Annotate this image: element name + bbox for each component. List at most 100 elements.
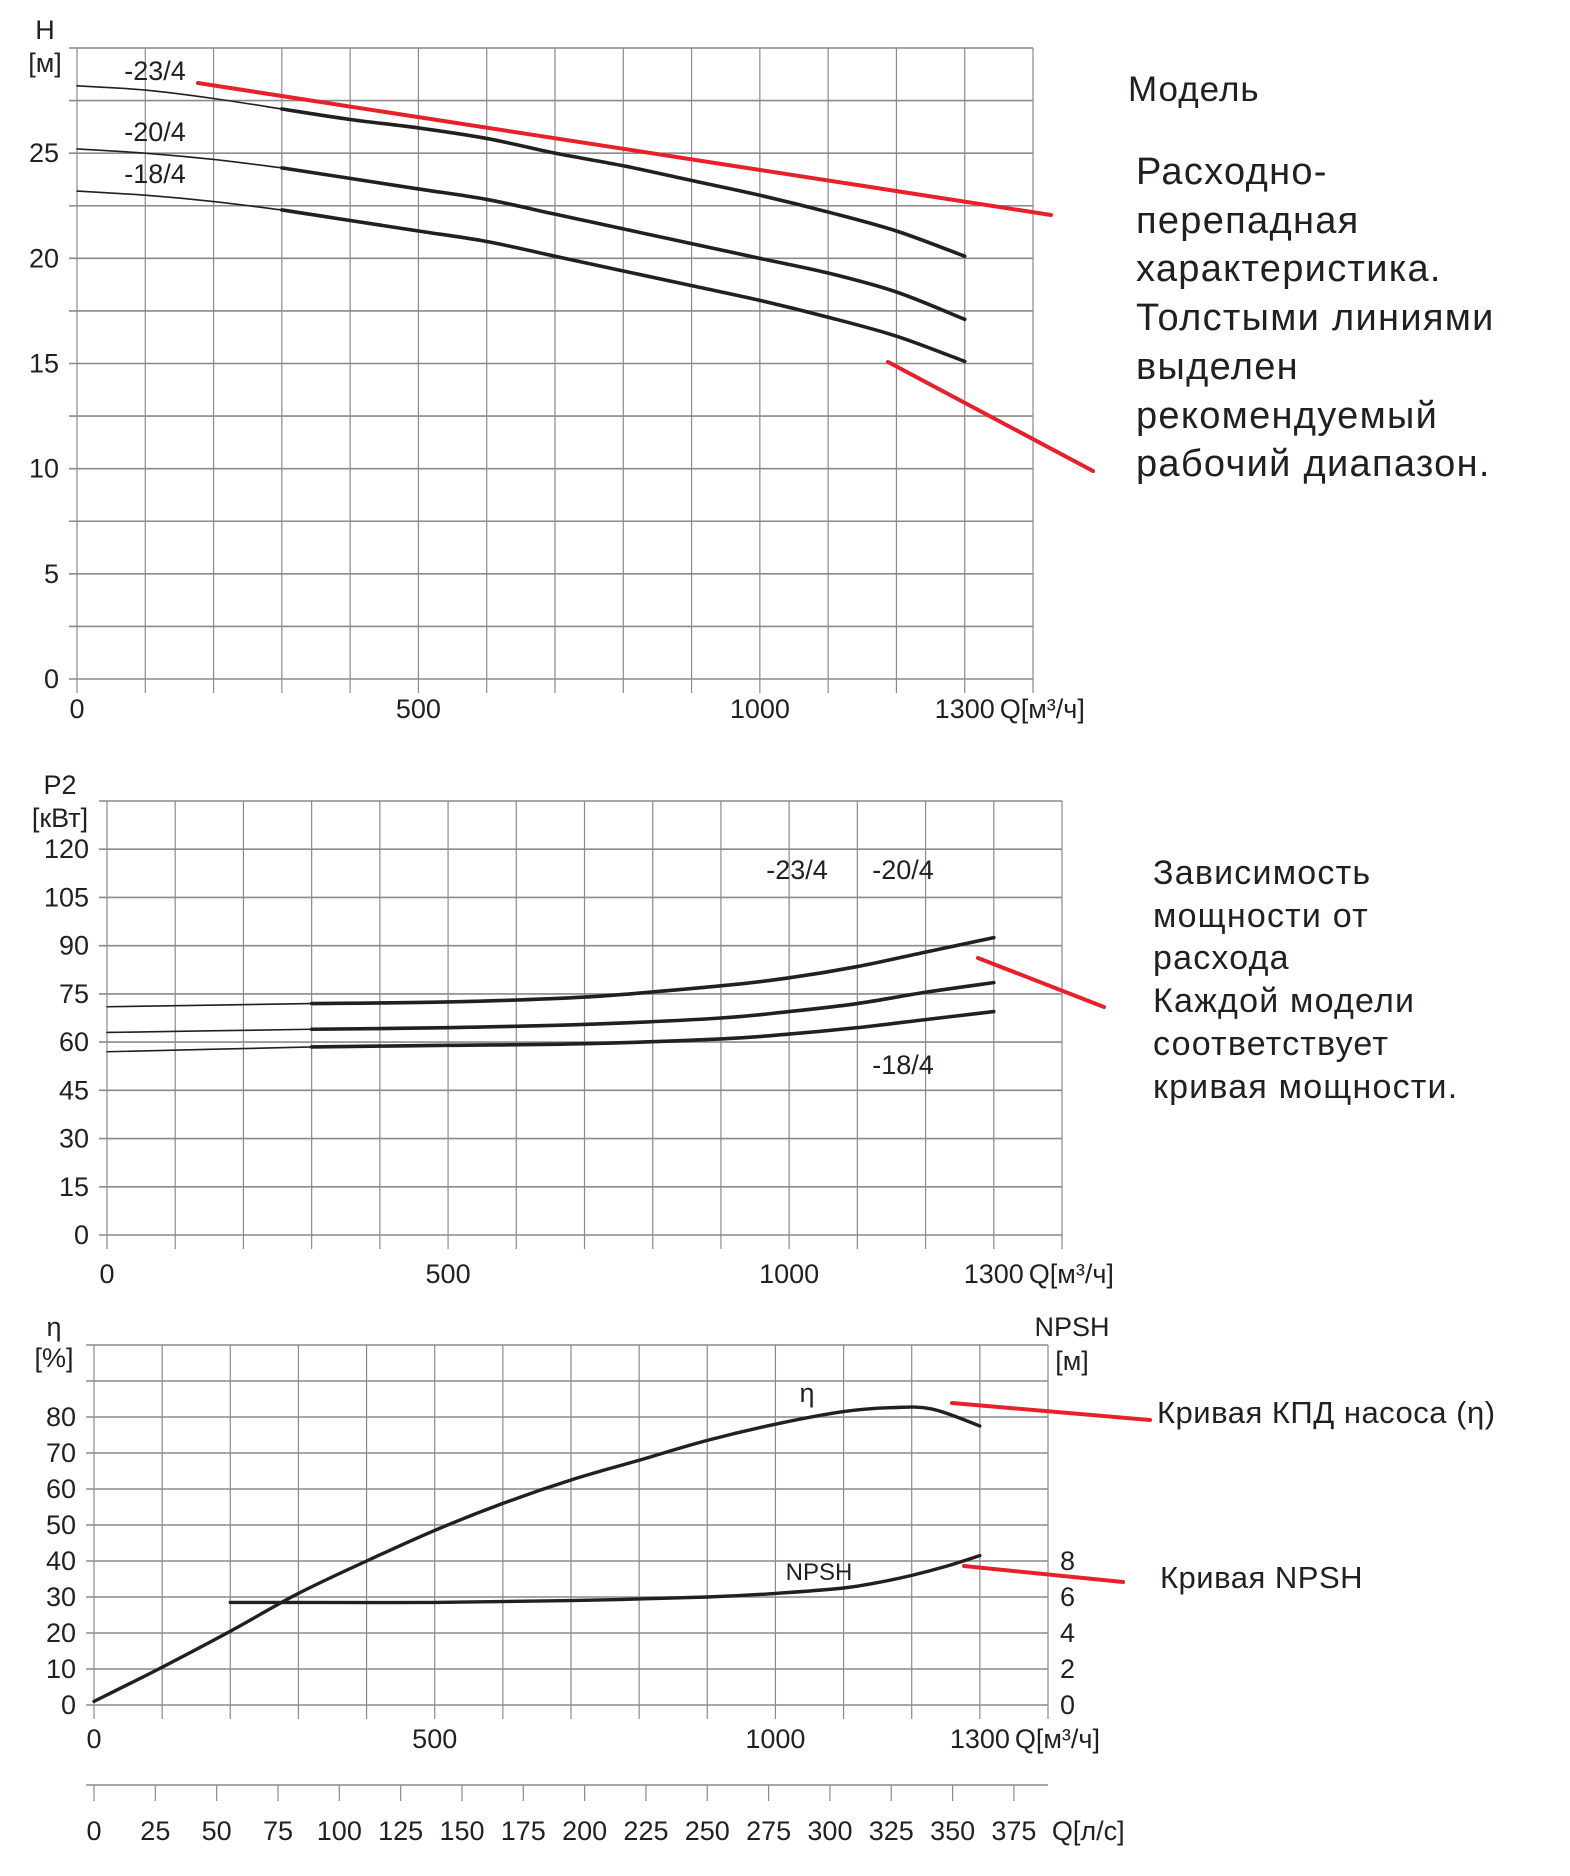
secondary-x-tick-label: 100 <box>317 1816 362 1846</box>
text-line: Зависимость <box>1153 854 1372 892</box>
secondary-x-tick-label: 175 <box>501 1816 546 1846</box>
secondary-x-tick-label: 50 <box>202 1816 232 1846</box>
y2-axis-label: NPSH <box>1034 1312 1109 1342</box>
y2-tick-label: 2 <box>1060 1654 1075 1684</box>
secondary-x-tick-label: 375 <box>991 1816 1036 1846</box>
y-axis-label: P2 <box>43 770 76 800</box>
x-axis-label: Q[м³/ч] <box>1000 694 1085 724</box>
y2-tick-label: 4 <box>1060 1618 1075 1648</box>
text-line: Каждой модели <box>1153 982 1416 1021</box>
series-label: -20/4 <box>124 117 186 147</box>
curve-line <box>228 1553 982 1605</box>
curve-line-thin <box>76 148 283 169</box>
x-tick-label: 1000 <box>745 1724 805 1754</box>
series-label: η <box>799 1378 814 1408</box>
npsh-curve-pointer-line <box>962 1564 1125 1584</box>
curve-line-recommended <box>280 107 967 259</box>
y2-tick-label: 8 <box>1060 1546 1075 1576</box>
y2-axis-unit: [м] <box>1055 1346 1089 1376</box>
x-tick-label: 500 <box>396 694 441 724</box>
y-axis-label: η <box>46 1312 61 1342</box>
text-line: кривая мощности. <box>1153 1067 1459 1106</box>
y-axis-unit: [м] <box>28 48 62 78</box>
head-curve-description: Расходно- перепадная характеристика. Тол… <box>1136 148 1495 489</box>
curve-line-recommended <box>280 208 967 364</box>
curve-line-recommended <box>309 980 996 1032</box>
y-tick-label: 30 <box>59 1124 89 1154</box>
y-axis-unit: [%] <box>34 1343 73 1373</box>
series-3: -18/4 <box>76 159 967 364</box>
grid <box>86 1344 1049 1719</box>
series-label: -18/4 <box>872 1050 934 1080</box>
series-1: -23/4 <box>76 56 967 259</box>
y2-tick-label: 0 <box>1060 1690 1075 1720</box>
series-label: NPSH <box>786 1559 853 1586</box>
y-tick-label: 70 <box>46 1438 76 1468</box>
secondary-x-tick-label: 200 <box>562 1816 607 1846</box>
y-tick-label: 15 <box>59 1172 89 1202</box>
y-axis-unit: [кВт] <box>32 803 88 833</box>
series-2: -20/4 <box>106 855 996 1034</box>
text-line: Толстыми линиями <box>1136 297 1495 340</box>
secondary-x-tick-label: 125 <box>378 1816 423 1846</box>
series-2: -20/4 <box>76 117 967 322</box>
secondary-x-tick-label: 0 <box>86 1816 101 1846</box>
secondary-x-tick-label: 275 <box>746 1816 791 1846</box>
secondary-x-tick-label: 300 <box>807 1816 852 1846</box>
curve-line-recommended <box>309 935 996 1006</box>
text-line: перепадная <box>1136 199 1360 242</box>
curve-line-thin <box>76 85 283 110</box>
x-tick-label: 0 <box>99 1259 114 1289</box>
x-tick-label: 0 <box>69 694 84 724</box>
x-tick-label: 500 <box>426 1259 471 1289</box>
x-tick-label: 1300 <box>935 694 995 724</box>
curve-line-thin <box>106 1002 313 1008</box>
secondary-x-axis: 0 25 50 75 100 125 150 175 200 225 250 275 300 325 350… <box>86 1784 1125 1846</box>
efficiency-curve-pointer-line <box>950 1401 1152 1422</box>
secondary-x-tick-label: 75 <box>263 1816 293 1846</box>
y-tick-label: 10 <box>29 454 59 484</box>
series-1: η <box>92 1378 982 1704</box>
secondary-x-tick-label: 225 <box>623 1816 668 1846</box>
power-curve-pointer-line <box>976 956 1106 1009</box>
power-curve-chart: 0 15 30 45 60 75 90 105 120 0 500 1000 1300 Q[м³/ч] P2… <box>32 770 1114 1289</box>
series-2: NPSH <box>228 1553 982 1605</box>
series-label: -18/4 <box>124 159 186 189</box>
y-axis-label: H <box>35 15 55 45</box>
secondary-x-axis-label: Q[л/с] <box>1052 1816 1125 1846</box>
secondary-x-tick-label: 325 <box>869 1816 914 1846</box>
y-tick-label: 90 <box>59 931 89 961</box>
secondary-x-tick-label: 25 <box>140 1816 170 1846</box>
x-tick-label: 1000 <box>759 1259 819 1289</box>
series-1: -23/4 <box>106 855 996 1008</box>
series-3: -18/4 <box>106 1009 996 1080</box>
y-tick-label: 25 <box>29 138 59 168</box>
npsh-curve-description: Кривая NPSH <box>1160 1560 1364 1595</box>
y-tick-label: 80 <box>46 1402 76 1432</box>
x-tick-label: 0 <box>86 1724 101 1754</box>
curve-line-thin <box>106 1028 313 1034</box>
y-tick-label: 10 <box>46 1654 76 1684</box>
y-tick-label: 20 <box>29 243 59 273</box>
curve-line-recommended <box>309 1009 996 1049</box>
y-tick-label: 0 <box>61 1690 76 1720</box>
text-line: соответствует <box>1153 1024 1390 1063</box>
efficiency-curve-description: Кривая КПД насоса (η) <box>1157 1395 1496 1430</box>
x-tick-label: 1300 <box>964 1259 1024 1289</box>
head-curve-chart: 0 5 10 15 20 25 0 500 1000 1300 Q[м³/ч] H[м] -23/4 -2… <box>28 15 1085 724</box>
y-tick-label: 20 <box>46 1618 76 1648</box>
y-tick-label: 45 <box>59 1075 89 1105</box>
y-tick-label: 60 <box>46 1474 76 1504</box>
secondary-x-tick-label: 350 <box>930 1816 975 1846</box>
series-label: -23/4 <box>124 56 186 86</box>
y-tick-label: 0 <box>44 664 59 694</box>
text-line: расхода <box>1153 939 1290 978</box>
secondary-x-tick-label: 150 <box>439 1816 484 1846</box>
curve-line <box>92 1405 982 1704</box>
secondary-x-tick-label: 250 <box>685 1816 730 1846</box>
x-tick-label: 500 <box>412 1724 457 1754</box>
curve-line-thin <box>76 190 283 211</box>
x-tick-label: 1300 <box>950 1724 1010 1754</box>
